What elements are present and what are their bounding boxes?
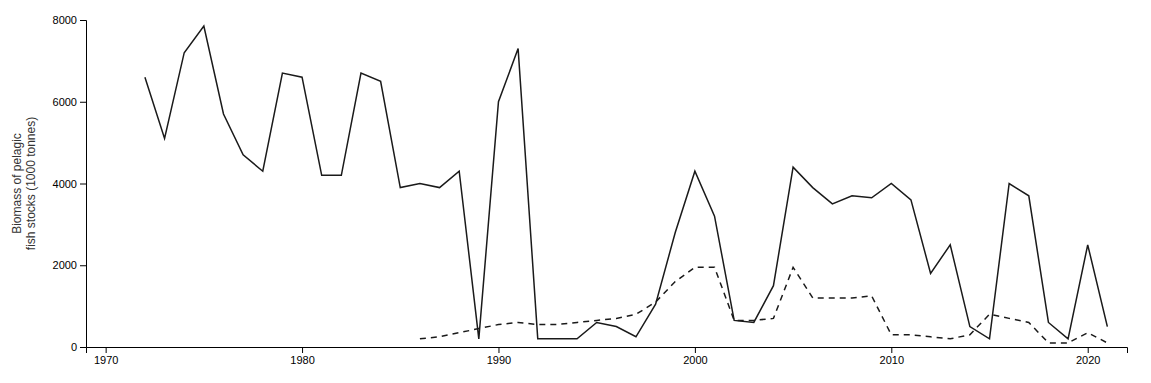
plot-area: 1970 1980 1990 2000 2010 2020 0 2000 4000 6000 800… bbox=[10, 14, 1128, 366]
tick: 8000 bbox=[53, 14, 86, 26]
tick: 1980 bbox=[290, 347, 314, 366]
tick-label: 8000 bbox=[53, 14, 77, 26]
tick-mark bbox=[106, 347, 107, 353]
y-axis: 0 2000 4000 6000 8000 bbox=[53, 14, 87, 353]
tick-mark bbox=[80, 347, 86, 348]
tick-mark bbox=[80, 265, 86, 266]
axis-line bbox=[87, 348, 1128, 354]
tick: 2020 bbox=[1076, 347, 1100, 366]
tick-label: 0 bbox=[71, 341, 77, 353]
series-line bbox=[145, 26, 1107, 339]
x-axis: 1970 1980 1990 2000 2010 2020 bbox=[87, 347, 1128, 366]
tick-label: 6000 bbox=[53, 96, 77, 108]
tick-mark bbox=[80, 184, 86, 185]
y-axis-title-line: Biomass of pelagic bbox=[10, 133, 24, 234]
tick-label: 2000 bbox=[683, 354, 707, 366]
tick-label: 1980 bbox=[290, 354, 314, 366]
tick-mark bbox=[80, 20, 86, 21]
tick-label: 4000 bbox=[53, 178, 77, 190]
tick: 1990 bbox=[487, 347, 511, 366]
tick-label: 1990 bbox=[487, 354, 511, 366]
tick: 0 bbox=[71, 341, 86, 353]
tick-mark bbox=[1088, 347, 1089, 353]
axis-line bbox=[80, 21, 87, 348]
series-line bbox=[420, 267, 1107, 343]
tick: 2000 bbox=[683, 347, 707, 366]
tick-label: 2010 bbox=[880, 354, 904, 366]
tick-mark bbox=[80, 102, 86, 103]
y-axis-title: Biomass of pelagicfish stocks (1000 tonn… bbox=[10, 117, 38, 250]
tick: 1970 bbox=[94, 347, 118, 366]
tick: 6000 bbox=[53, 96, 86, 108]
tick-mark bbox=[891, 347, 892, 353]
chart: 1970 1980 1990 2000 2010 2020 0 2000 4000 6000 800… bbox=[0, 0, 1151, 383]
y-axis-title-line: fish stocks (1000 tonnes) bbox=[24, 117, 38, 250]
tick-mark bbox=[302, 347, 303, 353]
tick: 4000 bbox=[53, 178, 86, 190]
tick: 2010 bbox=[880, 347, 904, 366]
lines bbox=[145, 26, 1107, 343]
tick-label: 2000 bbox=[53, 259, 77, 271]
tick-mark bbox=[695, 347, 696, 353]
tick-mark bbox=[498, 347, 499, 353]
tick-label: 1970 bbox=[94, 354, 118, 366]
tick: 2000 bbox=[53, 259, 86, 271]
tick-label: 2020 bbox=[1076, 354, 1100, 366]
